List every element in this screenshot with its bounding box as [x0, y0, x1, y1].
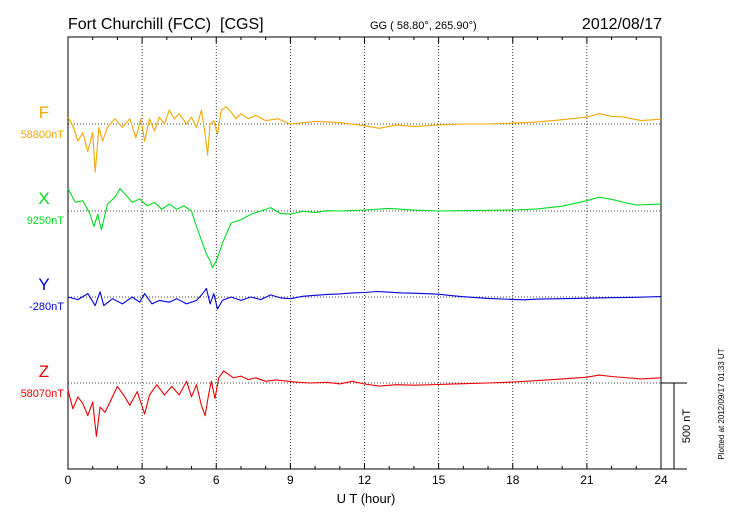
series-name-z: Z	[39, 362, 49, 381]
x-tick-label: 18	[506, 473, 520, 487]
x-tick-label: 24	[654, 473, 668, 487]
scale-bar: 500 nT	[661, 382, 693, 470]
station-title: Fort Churchill (FCC) [CGS]	[68, 16, 264, 33]
series-name-x: X	[38, 189, 49, 208]
x-axis-ticks: 0 3 6 9 12 15 18 21 24	[65, 37, 668, 487]
x-tick-label: 21	[580, 473, 594, 487]
grid-lines	[68, 37, 661, 469]
plotted-at-note: Plotted at 2012/09/17 01:33 UT	[717, 348, 726, 459]
x-tick-label: 0	[65, 473, 72, 487]
x-tick-label: 15	[432, 473, 446, 487]
series-baseline-x: 9250nT	[27, 215, 65, 227]
series-labels: F 58800nT X 9250nT Y -280nT Z 58070nT	[21, 103, 65, 400]
station-coordinates: GG ( 58.80°, 265.90°)	[370, 20, 477, 32]
x-tick-label: 9	[287, 473, 294, 487]
chart-date: 2012/08/17	[582, 16, 662, 33]
series-name-y: Y	[38, 275, 49, 294]
x-tick-label: 12	[358, 473, 372, 487]
series-name-f: F	[39, 103, 49, 122]
x-tick-label: 6	[213, 473, 220, 487]
series-baseline-y: -280nT	[29, 301, 64, 313]
series-baseline-z: 58070nT	[21, 388, 65, 400]
series-line-z	[67, 370, 662, 437]
series-baseline-f: 58800nT	[21, 129, 65, 141]
x-axis-label: U T (hour)	[337, 491, 396, 506]
series-line-f	[67, 106, 662, 173]
x-tick-label: 3	[139, 473, 146, 487]
series-line-y	[67, 287, 662, 310]
scale-bar-label: 500 nT	[681, 409, 693, 444]
series-lines	[67, 106, 662, 437]
series-line-x	[67, 188, 662, 269]
